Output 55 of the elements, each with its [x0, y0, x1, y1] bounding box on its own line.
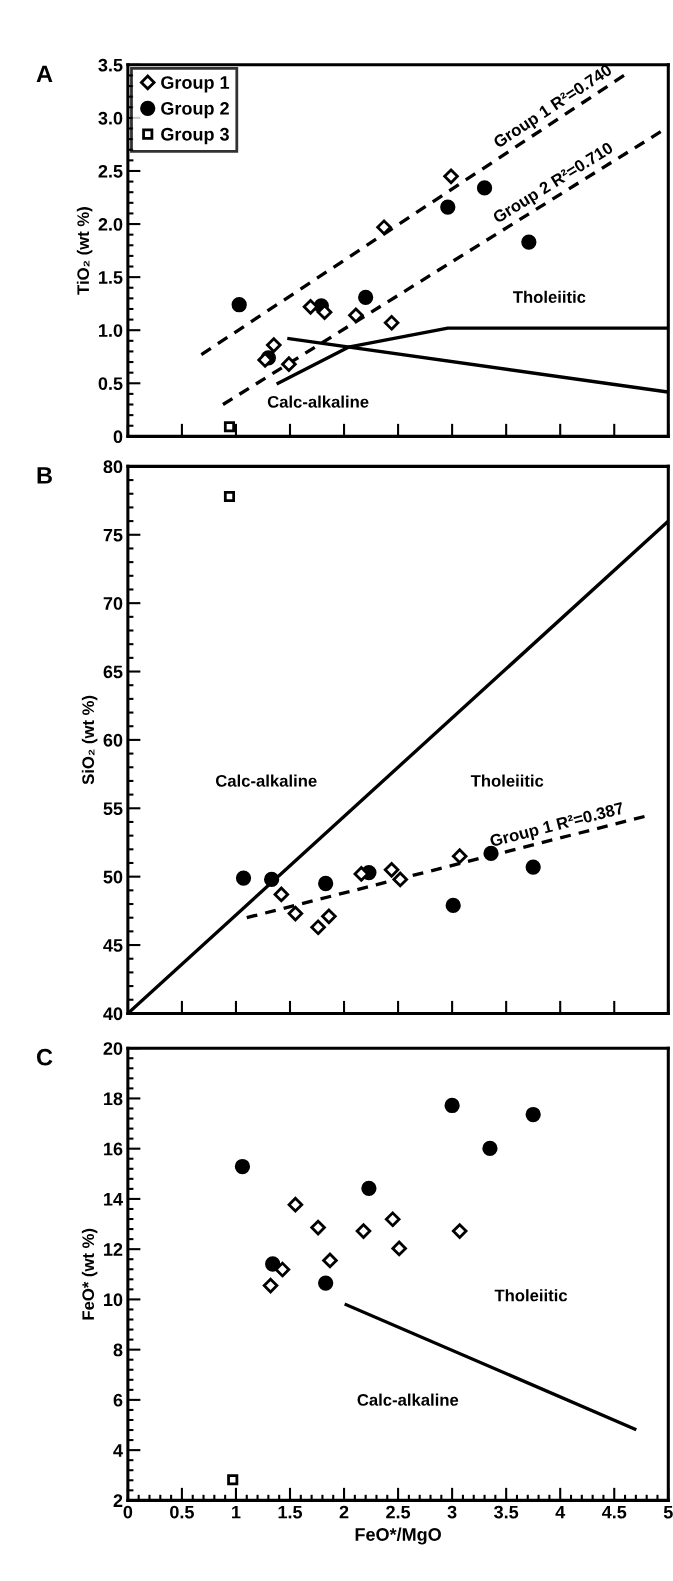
y-tick-label: 8	[113, 1343, 123, 1357]
annotation: Calc-alkaline	[267, 395, 369, 408]
y-tick-label: 70	[103, 597, 123, 610]
y-tick-label: 2.5	[98, 164, 123, 178]
x-tick-label: 4	[555, 1505, 566, 1519]
y-axis-title: FeO* (wt %)	[81, 1228, 98, 1320]
y-tick-label: 80	[103, 460, 123, 474]
y-tick-label: 12	[104, 1243, 123, 1256]
x-tick-label: 0	[123, 1505, 133, 1519]
y-tick-label: 4	[113, 1444, 123, 1457]
x-tick-label: 1.5	[278, 1505, 303, 1519]
x-tick-label: 2.5	[386, 1505, 411, 1519]
y-tick-label: 18	[104, 1092, 123, 1106]
y-tick-label: 1.0	[99, 324, 123, 337]
annotation: Tholeiitic	[494, 1289, 568, 1302]
annotation: Calc-alkaline	[215, 774, 317, 787]
y-tick-label: 55	[103, 802, 123, 816]
y-tick-label: 16	[104, 1142, 123, 1156]
x-tick-label: 3	[447, 1505, 457, 1519]
y-tick-label: 0.5	[98, 377, 123, 390]
y-tick-label: 0	[113, 430, 123, 444]
chart-title: A	[36, 65, 53, 82]
y-tick-label: 50	[103, 870, 123, 884]
y-tick-label: 1.5	[99, 271, 123, 284]
annotation: Tholeiitic	[513, 290, 586, 303]
y-tick-label: 6	[113, 1393, 123, 1407]
y-tick-label: 20	[103, 1042, 123, 1055]
x-tick-label: 0.5	[170, 1505, 194, 1519]
annotation: Group 1 R²=0.387	[489, 801, 625, 851]
y-tick-label: 14	[104, 1193, 123, 1206]
y-tick-label: 10	[104, 1293, 123, 1307]
y-tick-label: 40	[103, 1007, 123, 1021]
y-tick-label: 2.0	[98, 217, 123, 231]
chart-title: B	[37, 467, 52, 484]
x-tick-label: 4.5	[601, 1505, 627, 1519]
y-tick-label: 75	[103, 528, 123, 542]
chart-title: C	[36, 1048, 53, 1066]
y-tick-label: 2	[113, 1494, 123, 1507]
x-tick-label: 3.5	[494, 1505, 519, 1519]
legend-label: Group 3	[161, 127, 229, 145]
y-axis-title: TiO₂ (wt %)	[76, 207, 93, 295]
y-tick-label: 3.5	[98, 58, 123, 72]
y-tick-label: 45	[103, 939, 123, 952]
x-axis-title: FeO*/MgO	[355, 1527, 441, 1545]
annotation: Calc-alkaline	[357, 1393, 459, 1406]
y-axis-title: SiO₂ (wt %)	[81, 695, 98, 785]
y-tick-label: 60	[103, 733, 123, 747]
y-tick-label: 3.0	[98, 111, 123, 125]
legend-label: Group 2	[161, 101, 229, 119]
annotation: Tholeiitic	[470, 774, 544, 787]
y-tick-label: 65	[103, 665, 123, 679]
legend-label: Group 1	[161, 76, 230, 93]
x-tick-label: 5	[663, 1505, 673, 1519]
x-tick-label: 2	[339, 1505, 349, 1519]
x-tick-label: 1	[232, 1505, 241, 1519]
